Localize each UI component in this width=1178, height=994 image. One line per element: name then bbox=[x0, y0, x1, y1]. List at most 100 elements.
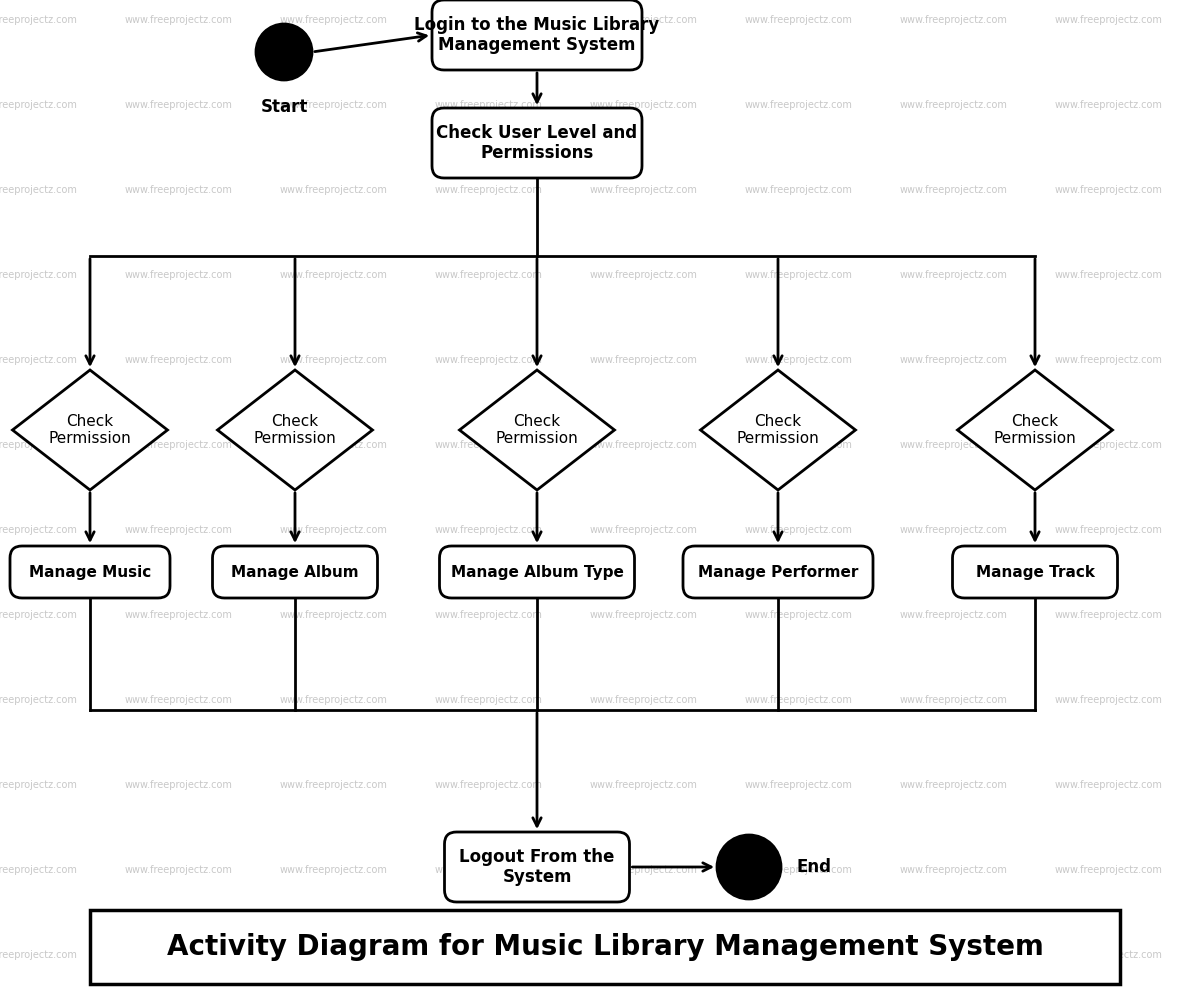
Text: www.freeprojectz.com: www.freeprojectz.com bbox=[900, 355, 1008, 365]
Text: Check
Permission: Check Permission bbox=[496, 414, 578, 446]
Text: Login to the Music Library
Management System: Login to the Music Library Management Sy… bbox=[415, 16, 660, 55]
Text: www.freeprojectz.com: www.freeprojectz.com bbox=[0, 780, 78, 790]
Text: www.freeprojectz.com: www.freeprojectz.com bbox=[590, 950, 697, 960]
Text: www.freeprojectz.com: www.freeprojectz.com bbox=[280, 525, 388, 535]
FancyBboxPatch shape bbox=[432, 108, 642, 178]
Text: www.freeprojectz.com: www.freeprojectz.com bbox=[590, 695, 697, 705]
Circle shape bbox=[256, 24, 312, 80]
Text: www.freeprojectz.com: www.freeprojectz.com bbox=[590, 270, 697, 280]
Text: www.freeprojectz.com: www.freeprojectz.com bbox=[1055, 695, 1163, 705]
Text: www.freeprojectz.com: www.freeprojectz.com bbox=[280, 695, 388, 705]
Text: www.freeprojectz.com: www.freeprojectz.com bbox=[590, 185, 697, 195]
Text: www.freeprojectz.com: www.freeprojectz.com bbox=[0, 270, 78, 280]
Text: www.freeprojectz.com: www.freeprojectz.com bbox=[280, 15, 388, 25]
Polygon shape bbox=[701, 370, 855, 490]
Text: www.freeprojectz.com: www.freeprojectz.com bbox=[590, 100, 697, 110]
Text: www.freeprojectz.com: www.freeprojectz.com bbox=[1055, 15, 1163, 25]
Text: www.freeprojectz.com: www.freeprojectz.com bbox=[744, 525, 853, 535]
FancyBboxPatch shape bbox=[439, 546, 635, 598]
Text: www.freeprojectz.com: www.freeprojectz.com bbox=[280, 440, 388, 450]
Text: www.freeprojectz.com: www.freeprojectz.com bbox=[1055, 440, 1163, 450]
Text: www.freeprojectz.com: www.freeprojectz.com bbox=[744, 440, 853, 450]
Text: www.freeprojectz.com: www.freeprojectz.com bbox=[125, 100, 233, 110]
Text: www.freeprojectz.com: www.freeprojectz.com bbox=[435, 440, 543, 450]
Text: www.freeprojectz.com: www.freeprojectz.com bbox=[280, 355, 388, 365]
Text: www.freeprojectz.com: www.freeprojectz.com bbox=[900, 780, 1008, 790]
Text: www.freeprojectz.com: www.freeprojectz.com bbox=[0, 525, 78, 535]
Text: Check User Level and
Permissions: Check User Level and Permissions bbox=[436, 123, 637, 162]
Text: www.freeprojectz.com: www.freeprojectz.com bbox=[125, 270, 233, 280]
FancyBboxPatch shape bbox=[432, 0, 642, 70]
Text: Manage Track: Manage Track bbox=[975, 565, 1094, 580]
Text: www.freeprojectz.com: www.freeprojectz.com bbox=[590, 525, 697, 535]
Text: www.freeprojectz.com: www.freeprojectz.com bbox=[125, 865, 233, 875]
Text: www.freeprojectz.com: www.freeprojectz.com bbox=[0, 355, 78, 365]
Circle shape bbox=[717, 835, 781, 899]
FancyBboxPatch shape bbox=[212, 546, 377, 598]
Text: www.freeprojectz.com: www.freeprojectz.com bbox=[744, 865, 853, 875]
Text: www.freeprojectz.com: www.freeprojectz.com bbox=[0, 100, 78, 110]
Text: www.freeprojectz.com: www.freeprojectz.com bbox=[590, 780, 697, 790]
Text: www.freeprojectz.com: www.freeprojectz.com bbox=[744, 695, 853, 705]
Text: www.freeprojectz.com: www.freeprojectz.com bbox=[435, 100, 543, 110]
Text: www.freeprojectz.com: www.freeprojectz.com bbox=[590, 865, 697, 875]
Text: www.freeprojectz.com: www.freeprojectz.com bbox=[1055, 950, 1163, 960]
Text: www.freeprojectz.com: www.freeprojectz.com bbox=[280, 185, 388, 195]
Text: www.freeprojectz.com: www.freeprojectz.com bbox=[744, 100, 853, 110]
Text: www.freeprojectz.com: www.freeprojectz.com bbox=[125, 780, 233, 790]
Text: www.freeprojectz.com: www.freeprojectz.com bbox=[900, 525, 1008, 535]
Text: www.freeprojectz.com: www.freeprojectz.com bbox=[590, 355, 697, 365]
Text: www.freeprojectz.com: www.freeprojectz.com bbox=[900, 695, 1008, 705]
Text: www.freeprojectz.com: www.freeprojectz.com bbox=[744, 15, 853, 25]
Text: www.freeprojectz.com: www.freeprojectz.com bbox=[435, 355, 543, 365]
Text: www.freeprojectz.com: www.freeprojectz.com bbox=[280, 950, 388, 960]
Text: www.freeprojectz.com: www.freeprojectz.com bbox=[125, 950, 233, 960]
Text: www.freeprojectz.com: www.freeprojectz.com bbox=[1055, 100, 1163, 110]
Text: www.freeprojectz.com: www.freeprojectz.com bbox=[435, 780, 543, 790]
Text: www.freeprojectz.com: www.freeprojectz.com bbox=[435, 950, 543, 960]
Text: www.freeprojectz.com: www.freeprojectz.com bbox=[744, 950, 853, 960]
FancyBboxPatch shape bbox=[90, 910, 1120, 984]
Text: www.freeprojectz.com: www.freeprojectz.com bbox=[900, 440, 1008, 450]
Text: Manage Performer: Manage Performer bbox=[697, 565, 859, 580]
Text: www.freeprojectz.com: www.freeprojectz.com bbox=[0, 865, 78, 875]
FancyBboxPatch shape bbox=[683, 546, 873, 598]
Text: www.freeprojectz.com: www.freeprojectz.com bbox=[280, 270, 388, 280]
Text: www.freeprojectz.com: www.freeprojectz.com bbox=[435, 270, 543, 280]
Polygon shape bbox=[958, 370, 1112, 490]
FancyBboxPatch shape bbox=[444, 832, 629, 902]
Text: www.freeprojectz.com: www.freeprojectz.com bbox=[0, 440, 78, 450]
Text: Start: Start bbox=[260, 98, 307, 116]
Text: www.freeprojectz.com: www.freeprojectz.com bbox=[590, 15, 697, 25]
Text: www.freeprojectz.com: www.freeprojectz.com bbox=[125, 695, 233, 705]
Text: www.freeprojectz.com: www.freeprojectz.com bbox=[435, 185, 543, 195]
Text: www.freeprojectz.com: www.freeprojectz.com bbox=[125, 610, 233, 620]
Text: www.freeprojectz.com: www.freeprojectz.com bbox=[744, 270, 853, 280]
Text: www.freeprojectz.com: www.freeprojectz.com bbox=[280, 610, 388, 620]
FancyBboxPatch shape bbox=[9, 546, 170, 598]
Text: www.freeprojectz.com: www.freeprojectz.com bbox=[900, 865, 1008, 875]
Text: www.freeprojectz.com: www.freeprojectz.com bbox=[1055, 865, 1163, 875]
Text: www.freeprojectz.com: www.freeprojectz.com bbox=[435, 695, 543, 705]
Text: www.freeprojectz.com: www.freeprojectz.com bbox=[125, 15, 233, 25]
Polygon shape bbox=[13, 370, 167, 490]
FancyBboxPatch shape bbox=[953, 546, 1118, 598]
Text: Manage Music: Manage Music bbox=[29, 565, 151, 580]
Text: www.freeprojectz.com: www.freeprojectz.com bbox=[900, 610, 1008, 620]
Text: www.freeprojectz.com: www.freeprojectz.com bbox=[900, 15, 1008, 25]
Text: www.freeprojectz.com: www.freeprojectz.com bbox=[0, 950, 78, 960]
Text: www.freeprojectz.com: www.freeprojectz.com bbox=[590, 440, 697, 450]
Text: www.freeprojectz.com: www.freeprojectz.com bbox=[0, 185, 78, 195]
Text: www.freeprojectz.com: www.freeprojectz.com bbox=[744, 185, 853, 195]
Text: Manage Album Type: Manage Album Type bbox=[450, 565, 623, 580]
Text: www.freeprojectz.com: www.freeprojectz.com bbox=[1055, 780, 1163, 790]
Text: www.freeprojectz.com: www.freeprojectz.com bbox=[435, 610, 543, 620]
Text: www.freeprojectz.com: www.freeprojectz.com bbox=[0, 610, 78, 620]
Text: www.freeprojectz.com: www.freeprojectz.com bbox=[744, 780, 853, 790]
Text: www.freeprojectz.com: www.freeprojectz.com bbox=[1055, 355, 1163, 365]
Text: Check
Permission: Check Permission bbox=[736, 414, 820, 446]
Text: www.freeprojectz.com: www.freeprojectz.com bbox=[1055, 270, 1163, 280]
Text: www.freeprojectz.com: www.freeprojectz.com bbox=[900, 950, 1008, 960]
Text: www.freeprojectz.com: www.freeprojectz.com bbox=[1055, 185, 1163, 195]
Text: Check
Permission: Check Permission bbox=[253, 414, 337, 446]
